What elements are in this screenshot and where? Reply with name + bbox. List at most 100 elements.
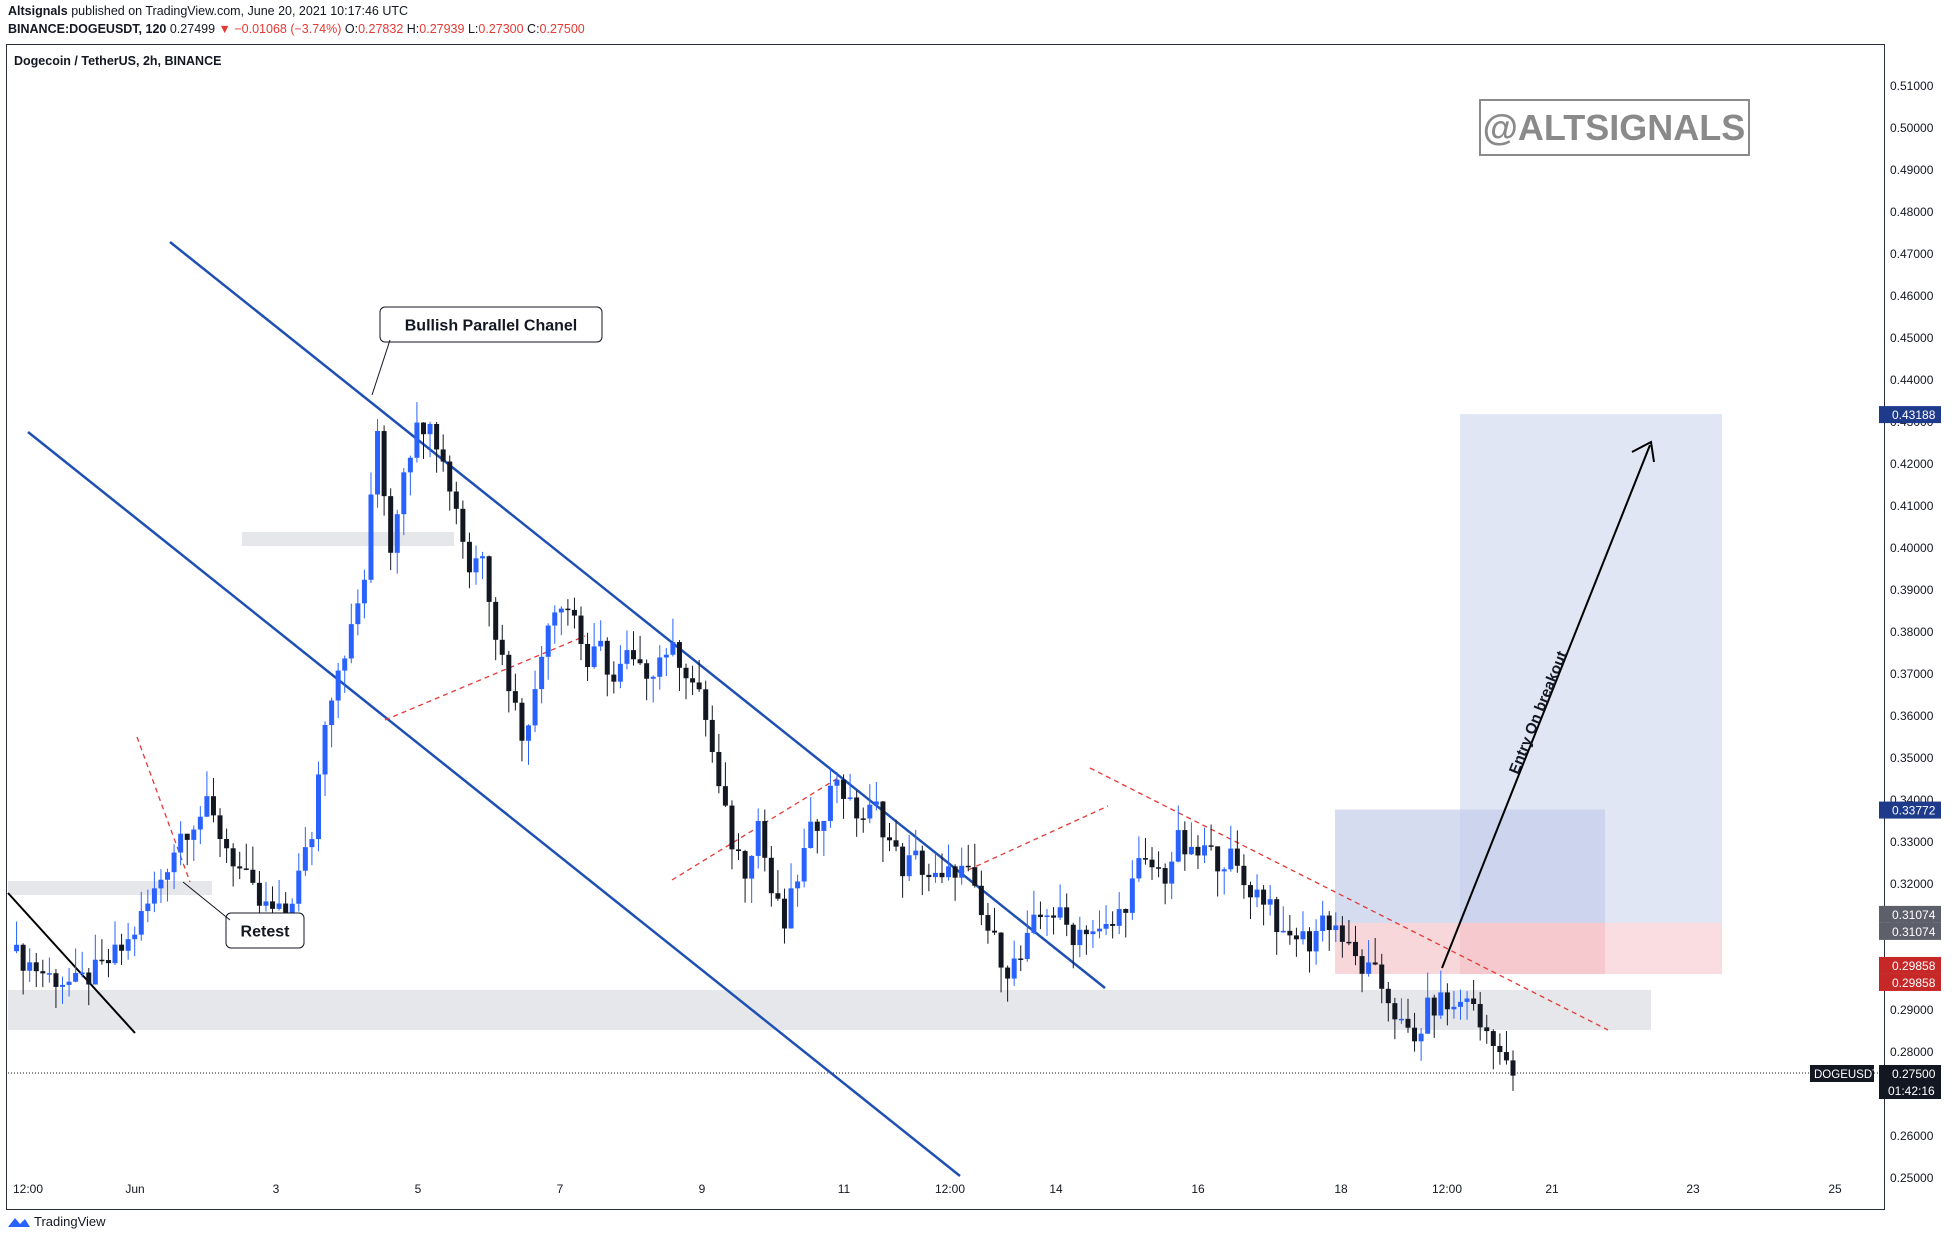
- candle-body: [296, 870, 302, 904]
- candle-body: [1162, 868, 1168, 884]
- candle-body: [526, 725, 532, 741]
- candle-body: [99, 959, 105, 962]
- trend-line[interactable]: [7, 892, 136, 1034]
- candle-body: [834, 779, 840, 786]
- candle-body: [1300, 931, 1306, 940]
- candle-body: [1097, 928, 1103, 932]
- candle-body: [959, 865, 965, 878]
- candle-body: [1169, 861, 1175, 884]
- candle-body: [814, 821, 820, 831]
- low-value: 0.27300: [478, 22, 524, 36]
- candle-body: [624, 650, 630, 664]
- dashed-trend-line[interactable]: [384, 635, 586, 721]
- y-tick-label: 0.42000: [1890, 457, 1934, 471]
- price-label-text: 0.29858: [1892, 959, 1936, 973]
- x-tick-label: 18: [1334, 1182, 1348, 1196]
- price-label-tag: [1879, 922, 1941, 940]
- candle-body: [171, 852, 177, 873]
- dashed-trend-line[interactable]: [967, 805, 1109, 871]
- candle-body: [506, 654, 512, 692]
- candle-body: [755, 821, 761, 856]
- candle-body: [1346, 941, 1352, 944]
- candle-body: [926, 874, 932, 878]
- candle-body: [886, 837, 892, 841]
- candle-body: [230, 848, 236, 867]
- candle-body: [972, 867, 978, 886]
- candle-body: [585, 643, 591, 668]
- candle-body: [1215, 846, 1221, 872]
- candle-body: [434, 423, 440, 450]
- candle-body: [361, 579, 367, 604]
- candle-body: [900, 846, 906, 877]
- candle-body: [335, 670, 341, 701]
- candle-body: [1142, 858, 1148, 860]
- chart-pane[interactable]: [6, 44, 1885, 1210]
- y-tick-label: 0.25000: [1890, 1171, 1934, 1185]
- candle-body: [342, 658, 348, 671]
- candle-body: [1333, 925, 1339, 931]
- candle-body: [165, 872, 171, 880]
- candle-body: [1431, 997, 1437, 1016]
- candle-body: [270, 901, 276, 909]
- open-value: 0.27832: [358, 22, 404, 36]
- candle-body: [447, 461, 453, 492]
- candle-body: [388, 496, 394, 553]
- candle-body: [1398, 1018, 1404, 1021]
- candle-body: [1005, 967, 1011, 979]
- footer[interactable]: TradingView: [8, 1214, 106, 1229]
- candle-body: [611, 674, 617, 682]
- candle-body: [808, 821, 814, 848]
- candle-body: [539, 656, 545, 690]
- channel-callout-box: [379, 306, 603, 343]
- channel-lower-line[interactable]: [27, 431, 961, 1177]
- candle-body: [827, 785, 833, 821]
- candle-body: [1221, 869, 1227, 872]
- candle-body: [420, 422, 426, 435]
- candle-body: [79, 972, 85, 975]
- candle-body: [1037, 914, 1043, 918]
- price-label-tag: [1879, 801, 1941, 819]
- price-change: ▼ −0.01068 (−3.74%): [218, 22, 342, 36]
- candle-body: [867, 804, 873, 819]
- candle-body: [1110, 923, 1116, 926]
- candle-body: [466, 541, 472, 573]
- x-tick-label: 7: [557, 1182, 564, 1196]
- candle-body: [145, 903, 151, 912]
- entry-arrow-line: [1441, 444, 1651, 969]
- candle-body: [132, 934, 138, 940]
- candle-body: [571, 609, 577, 616]
- candle-body: [112, 944, 118, 964]
- y-tick-label: 0.47000: [1890, 247, 1934, 261]
- channel-upper-line[interactable]: [169, 241, 1106, 989]
- dashed-trend-line[interactable]: [1089, 767, 1609, 1031]
- dashed-trend-line[interactable]: [136, 736, 191, 883]
- dashed-trend-line[interactable]: [671, 777, 839, 881]
- candle-body: [1024, 932, 1030, 960]
- y-tick-label: 0.46000: [1890, 289, 1934, 303]
- candle-body: [604, 640, 610, 675]
- candle-body: [1064, 907, 1070, 925]
- channel-callout-label: Bullish Parallel Chanel: [405, 318, 578, 335]
- candle-body: [617, 663, 623, 682]
- candle-body: [381, 431, 387, 497]
- candle-body: [1195, 846, 1201, 856]
- candle-body: [598, 640, 604, 647]
- retest-callout-pointer: [182, 881, 231, 921]
- candle-body: [66, 981, 72, 985]
- candle-body: [703, 689, 709, 720]
- price-label-text: 0.33772: [1892, 804, 1936, 818]
- candle-body: [1234, 848, 1240, 866]
- candle-body: [14, 944, 20, 952]
- retest-callout-label: Retest: [241, 924, 291, 941]
- position-target-zone: [1335, 809, 1605, 923]
- candle-body: [676, 642, 682, 668]
- candle-body: [1280, 930, 1286, 933]
- candle-body: [1359, 956, 1365, 974]
- watermark: @ALTSIGNALS: [1483, 107, 1745, 148]
- watermark-box: [1479, 99, 1750, 156]
- candle-body: [729, 805, 735, 850]
- candle-body: [237, 866, 243, 869]
- x-tick-label: 16: [1191, 1182, 1205, 1196]
- candle-body: [919, 850, 925, 875]
